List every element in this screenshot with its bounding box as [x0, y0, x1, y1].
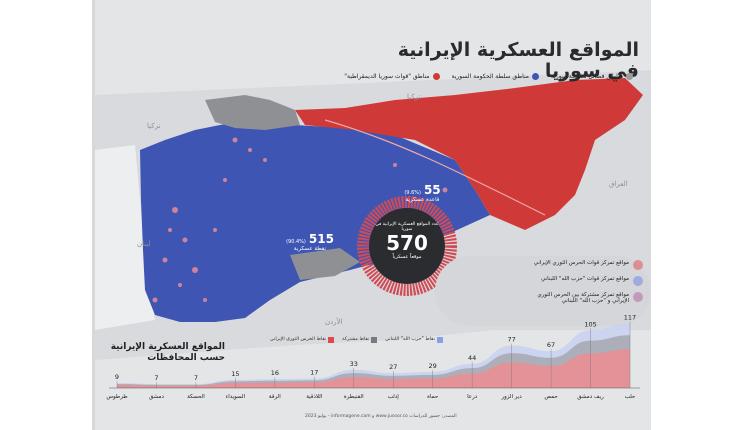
category-label: السويداء — [226, 394, 246, 400]
legend-label: مناطق "قوات سوريا الديمقراطية" — [344, 73, 430, 80]
legend-dot — [633, 292, 643, 302]
poster-edge — [92, 0, 95, 430]
value-label: 9 — [115, 373, 119, 381]
category-label: حمص — [544, 394, 557, 400]
points-pct: (90.4%) — [286, 239, 306, 245]
value-label: 67 — [547, 341, 555, 349]
region-sdf — [295, 78, 643, 230]
label-iraq: العراق — [609, 180, 628, 188]
category-label: دير الزور — [500, 394, 522, 400]
region-government — [140, 122, 490, 322]
site-legend-hezbollah: مواقع تمركز قوات "حزب الله" اللبناني — [523, 276, 643, 286]
category-label: ريف دمشق — [577, 394, 604, 400]
category-label: الحسكة — [187, 393, 205, 400]
category-label: دمشق — [149, 394, 164, 400]
category-label: طرطوس — [106, 394, 127, 400]
value-label: 15 — [231, 370, 239, 378]
value-label: 33 — [350, 360, 358, 368]
chart-legend: نقاط "حزب الله" اللبناني نقاط مشتركة نقا… — [270, 337, 443, 343]
value-label: 117 — [624, 314, 636, 322]
chart-legend-hezbollah: نقاط "حزب الله" اللبناني — [385, 337, 443, 343]
site-legend-irgc: مواقع تمركز قوات الحرس الثوري الإيراني — [523, 260, 643, 270]
bases-unit: قاعدة عسكرية — [405, 197, 440, 203]
category-label: الرقة — [269, 394, 281, 400]
legend-swatch — [328, 337, 335, 343]
total-unit: موقعاً عسكرياً — [392, 254, 422, 260]
category-label: إدلب — [388, 394, 400, 400]
category-label: اللاذقية — [306, 394, 323, 400]
top-legend: مناطق فصائل مسلحة سورية مناطق سلطة الحكو… — [344, 73, 633, 80]
legend-item-opposition: مناطق فصائل مسلحة سورية — [551, 73, 633, 80]
region-tanf — [290, 248, 360, 280]
legend-item-government: مناطق سلطة الحكومة السورية — [452, 73, 539, 80]
value-label: 27 — [389, 363, 397, 371]
value-label: 44 — [468, 354, 476, 362]
sea — [95, 145, 155, 330]
legend-label: مواقع تمركز مشتركة بين الحرس الثوري الإي… — [537, 292, 629, 304]
legend-label: نقاط مشتركة — [342, 337, 370, 342]
chart-title: المواقع العسكرية الإيرانية حسب المحافظات — [110, 342, 225, 363]
legend-item-sdf: مناطق "قوات سوريا الديمقراطية" — [344, 73, 440, 80]
category-label: القنيطرة — [344, 394, 364, 400]
legend-label: مناطق سلطة الحكومة السورية — [451, 73, 529, 80]
area-irgc — [117, 349, 630, 388]
syria-map — [95, 70, 651, 360]
legend-label: مواقع تمركز قوات الحرس الثوري الإيراني — [533, 260, 629, 266]
site-legend: مواقع تمركز قوات الحرس الثوري الإيراني م… — [523, 260, 643, 310]
category-label: حلب — [625, 394, 636, 400]
label-jordan: الأردن — [325, 318, 343, 326]
site-legend-joint: مواقع تمركز مشتركة بين الحرس الثوري الإي… — [523, 292, 643, 304]
total-value: 570 — [386, 231, 428, 255]
value-label: 7 — [194, 374, 198, 382]
value-label: 17 — [310, 369, 318, 377]
legend-label: نقاط "حزب الله" اللبناني — [385, 337, 435, 342]
legend-swatch — [371, 337, 378, 343]
bases-stat: 55 (9.6%) قاعدة عسكرية — [395, 183, 450, 203]
points-stat: 515 (90.4%) نقطة عسكرية — [280, 232, 340, 252]
poster: المواقع العسكرية الإيرانية في سوريا مناط… — [95, 0, 651, 430]
value-label: 16 — [271, 369, 279, 377]
chart-legend-irgc: نقاط الحرس الثوري الإيراني — [270, 337, 335, 343]
category-label: درعا — [467, 394, 478, 400]
value-label: 7 — [154, 374, 158, 382]
region-opposition — [205, 95, 300, 130]
points-value: 515 — [308, 232, 334, 246]
value-label: 105 — [584, 320, 596, 328]
label-lebanon: لبنان — [137, 240, 151, 248]
site-dots — [152, 137, 448, 303]
total-donut — [357, 196, 457, 296]
legend-label: مواقع تمركز قوات "حزب الله" اللبناني — [541, 276, 629, 282]
total-stat: عدد المواقع العسكرية الإيرانية في سوريا … — [373, 222, 441, 260]
legend-label: مناطق فصائل مسلحة سورية — [550, 73, 623, 80]
category-label: حماة — [427, 394, 438, 400]
label-turkey-west: تركيا — [147, 122, 161, 130]
legend-dot — [633, 260, 643, 270]
chart-area — [117, 323, 630, 388]
value-label: 29 — [429, 362, 437, 370]
legend-dot — [531, 73, 539, 80]
page-title: المواقع العسكرية الإيرانية في سوريا — [397, 39, 639, 82]
bases-pct: (9.6%) — [404, 190, 421, 196]
legend-label: نقاط الحرس الثوري الإيراني — [270, 337, 327, 342]
label-turkey-north: تركيا — [407, 93, 421, 101]
chart-legend-joint: نقاط مشتركة — [342, 337, 378, 343]
legend-panel — [435, 256, 651, 326]
bases-value: 55 — [423, 183, 441, 197]
legend-dot — [626, 73, 633, 80]
source-footer: المصدر: جسور للدراسات www.jusoor.co و in… — [305, 414, 457, 419]
legend-dot — [432, 73, 440, 80]
value-label: 77 — [507, 336, 515, 344]
points-unit: نقطة عسكرية — [293, 246, 327, 252]
euphrates-river — [324, 119, 546, 216]
legend-dot — [633, 276, 643, 286]
legend-swatch — [436, 337, 443, 343]
total-caption: عدد المواقع العسكرية الإيرانية في سوريا — [375, 222, 439, 232]
